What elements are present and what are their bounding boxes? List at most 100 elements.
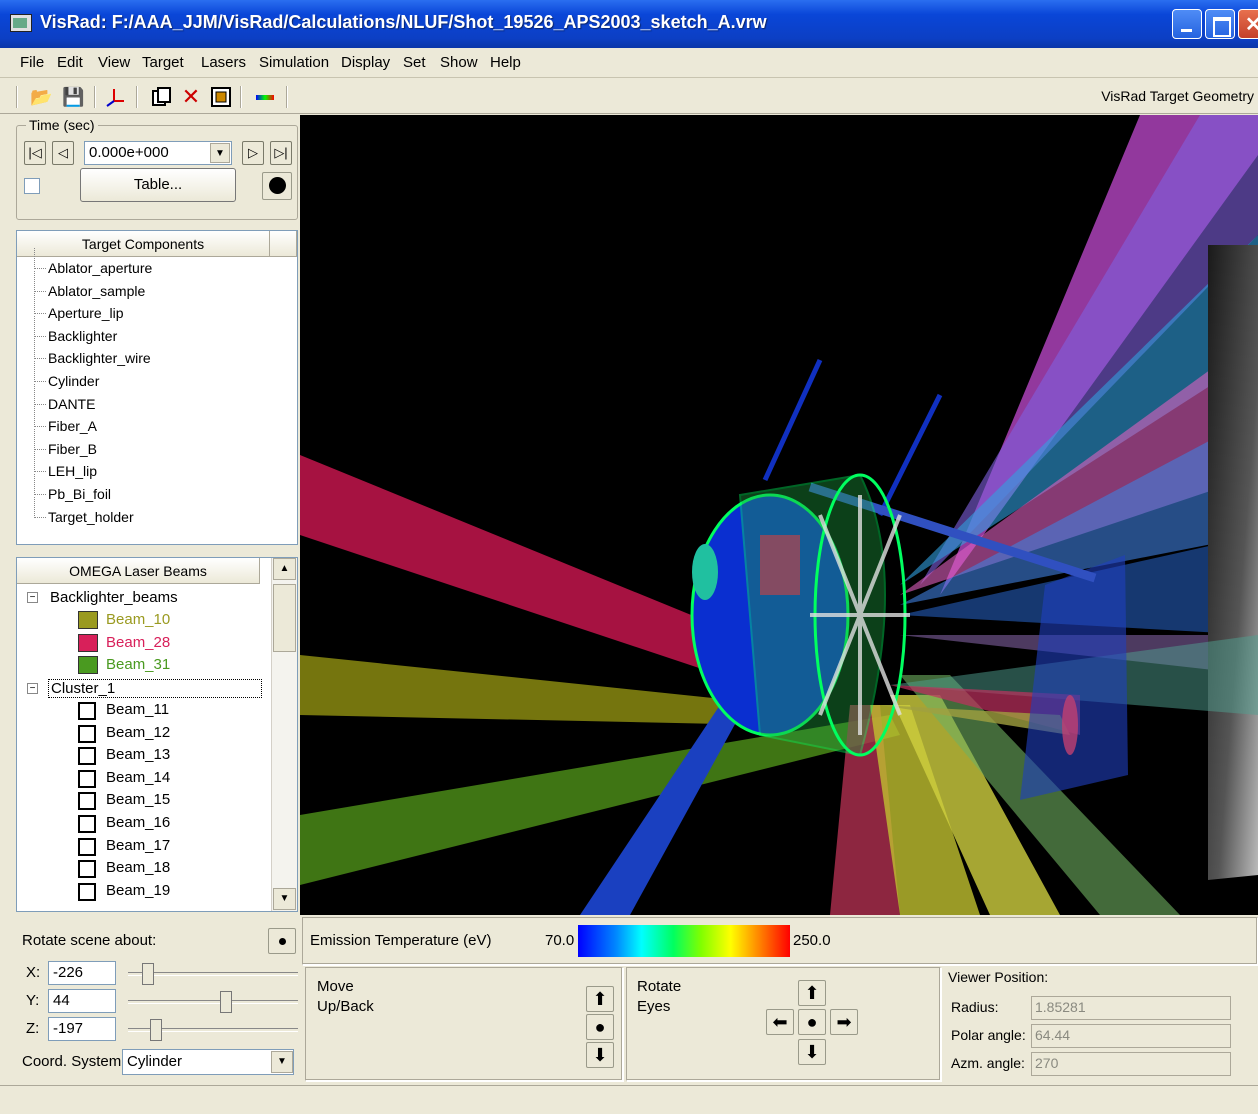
x-input[interactable]: -226 — [48, 961, 116, 985]
beam-item[interactable]: Beam_17 — [106, 836, 171, 854]
scroll-down-arrow[interactable]: ▼ — [273, 888, 296, 910]
target-component-item[interactable]: DANTE — [30, 383, 95, 412]
time-checkbox[interactable] — [24, 178, 40, 194]
beam-checkbox[interactable] — [78, 882, 96, 901]
menu-help[interactable]: Help — [490, 54, 521, 71]
z-slider-knob[interactable] — [150, 1019, 162, 1041]
collapse-icon[interactable]: − — [27, 592, 38, 603]
last-frame-button[interactable]: ▷| — [270, 141, 292, 165]
target-box-icon[interactable] — [210, 86, 232, 108]
move-up-button[interactable]: ⬆ — [586, 986, 614, 1012]
next-frame-button[interactable]: ▷ — [242, 141, 264, 165]
menu-target[interactable]: Target — [142, 54, 184, 71]
target-component-item[interactable]: Cylinder — [30, 361, 99, 389]
record-button[interactable] — [262, 172, 292, 200]
x-slider-knob[interactable] — [142, 963, 154, 985]
menu-edit[interactable]: Edit — [57, 54, 83, 71]
z-slider[interactable] — [128, 1019, 298, 1041]
beam-checkbox[interactable] — [78, 747, 96, 766]
beam-item[interactable]: Beam_10 — [106, 611, 171, 628]
beam-item[interactable]: Beam_15 — [106, 791, 171, 809]
rotate-center-button[interactable]: ● — [798, 1009, 826, 1035]
beam-checkbox[interactable] — [78, 724, 96, 743]
beam-checkbox[interactable] — [78, 815, 96, 833]
time-dropdown-arrow[interactable]: ▼ — [210, 143, 230, 163]
beam-checkbox[interactable] — [78, 860, 96, 879]
coord-system-dropdown-arrow[interactable]: ▼ — [271, 1051, 293, 1073]
target-components-list[interactable]: Target Components — [16, 230, 298, 545]
toolbar-title: VisRad Target Geometry — [1101, 88, 1254, 104]
time-group — [16, 125, 298, 220]
beam-checkbox[interactable] — [78, 837, 96, 856]
scroll-up-arrow[interactable]: ▲ — [273, 558, 296, 580]
beam-checkbox[interactable] — [78, 769, 96, 788]
menu-show[interactable]: Show — [440, 54, 478, 71]
minimize-button[interactable] — [1172, 9, 1202, 39]
target-component-item[interactable]: Fiber_A — [30, 406, 97, 434]
beam-item[interactable]: Beam_12 — [106, 723, 171, 741]
laser-beams-list[interactable]: OMEGA Laser Beams — [16, 557, 298, 912]
rotate-right-button[interactable]: ➡ — [830, 1009, 858, 1035]
target-component-item[interactable]: Fiber_B — [30, 428, 97, 457]
close-button[interactable] — [1238, 9, 1258, 39]
tree-group-backlighter[interactable]: Backlighter_beams — [50, 589, 178, 606]
scroll-thumb[interactable] — [273, 584, 296, 652]
menu-lasers[interactable]: Lasers — [201, 54, 247, 71]
y-input[interactable]: 44 — [48, 989, 116, 1013]
target-components-header[interactable]: Target Components — [17, 231, 270, 257]
collapse-icon[interactable]: − — [27, 683, 38, 694]
z-label: Z: — [26, 1020, 40, 1037]
previous-frame-button[interactable]: ◁ — [52, 141, 74, 165]
3d-viewport[interactable] — [300, 115, 1258, 915]
rotate-up-button[interactable]: ⬆ — [798, 980, 826, 1006]
beam-item[interactable]: Beam_28 — [106, 634, 171, 651]
target-component-item[interactable]: Backlighter — [30, 315, 117, 344]
save-icon[interactable]: 💾 — [62, 87, 85, 107]
beam-item[interactable]: Beam_14 — [106, 768, 171, 786]
emission-label: Emission Temperature (eV) — [310, 932, 492, 949]
axes-icon[interactable] — [104, 86, 126, 108]
y-slider-knob[interactable] — [220, 991, 232, 1013]
time-input[interactable]: 0.000e+000 — [84, 141, 232, 165]
target-component-item[interactable]: Aperture_lip — [30, 293, 124, 321]
table-button[interactable]: Table... — [80, 168, 236, 202]
delete-icon[interactable]: ✕ — [181, 84, 201, 109]
menu-simulation[interactable]: Simulation — [259, 54, 330, 71]
beam-item[interactable]: Beam_13 — [106, 746, 171, 764]
laser-beams-header[interactable]: OMEGA Laser Beams — [17, 558, 260, 584]
beam-item[interactable]: Beam_16 — [106, 814, 171, 831]
color-scale-icon[interactable] — [254, 86, 276, 108]
new-component-icon[interactable] — [150, 86, 172, 108]
first-frame-button[interactable]: |◁ — [24, 141, 46, 165]
scene-render[interactable] — [300, 115, 1258, 915]
target-component-item[interactable]: Pb_Bi_foil — [30, 474, 111, 502]
rotate-left-button[interactable]: ⬅ — [766, 1009, 794, 1035]
rotate-down-button[interactable]: ⬇ — [798, 1039, 826, 1065]
menu-view[interactable]: View — [98, 54, 131, 71]
target-component-item[interactable]: Backlighter_wire — [30, 338, 151, 366]
beam-item[interactable]: Beam_31 — [106, 656, 171, 673]
x-slider[interactable] — [128, 963, 298, 985]
laser-beams-scrollbar[interactable]: ▲ ▼ — [271, 558, 297, 911]
beam-item[interactable]: Beam_19 — [106, 881, 171, 899]
target-component-item[interactable]: LEH_lip — [30, 451, 97, 479]
rotate-center-button[interactable] — [268, 928, 296, 954]
tree-group-cluster[interactable]: Cluster_1 — [48, 679, 262, 698]
menu-display[interactable]: Display — [341, 54, 391, 71]
move-center-button[interactable]: ● — [586, 1014, 614, 1040]
target-component-item[interactable]: Ablator_aperture — [30, 248, 152, 276]
z-input[interactable]: -197 — [48, 1017, 116, 1041]
menu-set[interactable]: Set — [403, 54, 426, 71]
menu-file[interactable]: File — [20, 54, 45, 71]
target-component-item[interactable]: Target_holder — [30, 496, 134, 525]
maximize-button[interactable] — [1205, 9, 1235, 39]
coord-system-select[interactable]: Cylinder — [122, 1049, 294, 1075]
y-slider[interactable] — [128, 991, 298, 1013]
beam-item[interactable]: Beam_18 — [106, 859, 171, 877]
move-back-button[interactable]: ⬇ — [586, 1042, 614, 1068]
open-folder-icon[interactable]: 📂 — [30, 87, 53, 107]
beam-checkbox[interactable] — [78, 702, 96, 720]
beam-checkbox[interactable] — [78, 792, 96, 811]
beam-item[interactable]: Beam_11 — [106, 701, 170, 718]
target-component-item[interactable]: Ablator_sample — [30, 270, 145, 299]
